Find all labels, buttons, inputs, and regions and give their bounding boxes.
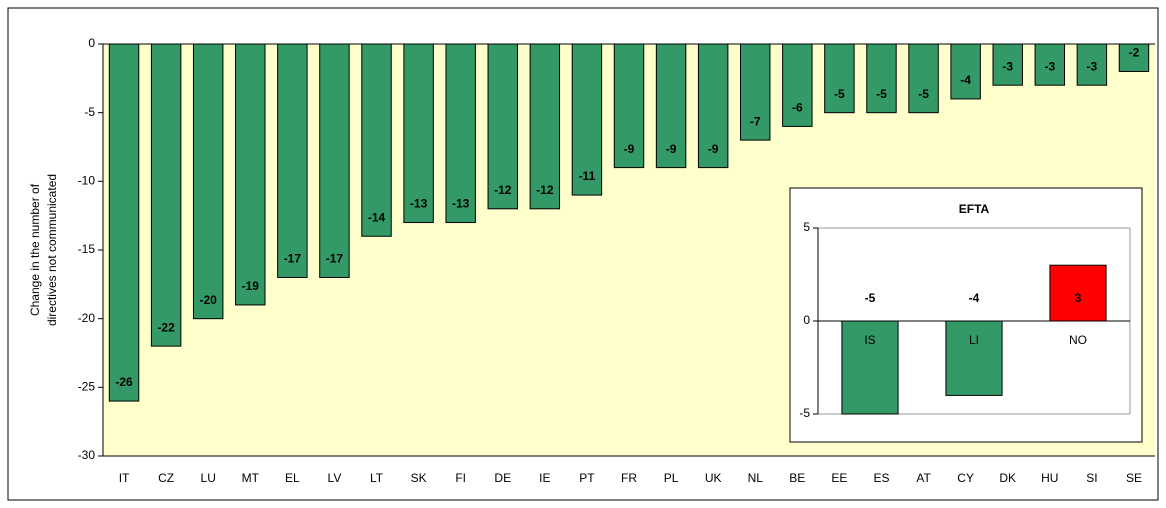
bar bbox=[192, 43, 224, 320]
x-tick-label: LI bbox=[969, 333, 979, 347]
data-label: -5 bbox=[834, 87, 845, 101]
data-label: -13 bbox=[452, 197, 470, 211]
data-label: -3 bbox=[1002, 59, 1013, 73]
bar bbox=[319, 43, 350, 278]
bar bbox=[1076, 43, 1108, 86]
bar bbox=[1034, 43, 1066, 86]
data-label: -3 bbox=[1044, 59, 1055, 73]
x-tick-label: NL bbox=[748, 471, 764, 485]
bar bbox=[361, 43, 392, 237]
x-tick-label: MT bbox=[242, 471, 260, 485]
data-label: -5 bbox=[918, 87, 929, 101]
data-label: -2 bbox=[1129, 46, 1140, 60]
data-label: -11 bbox=[579, 169, 596, 183]
y-axis-label: Change in the number of bbox=[28, 183, 42, 316]
bar bbox=[571, 43, 603, 196]
y-tick-label: -5 bbox=[84, 105, 95, 119]
bar bbox=[108, 43, 140, 402]
data-label: -17 bbox=[326, 252, 344, 266]
data-label: -19 bbox=[242, 279, 260, 293]
data-label: -5 bbox=[876, 87, 887, 101]
data-label: 3 bbox=[1075, 291, 1082, 305]
data-label: -12 bbox=[536, 183, 554, 197]
bar bbox=[529, 43, 561, 210]
x-tick-label: FR bbox=[621, 471, 637, 485]
x-tick-label: DE bbox=[494, 471, 511, 485]
bar bbox=[697, 43, 729, 169]
data-label: -22 bbox=[157, 320, 175, 334]
y-tick-label: 0 bbox=[88, 36, 95, 50]
data-label: -12 bbox=[494, 183, 512, 197]
bar bbox=[1118, 43, 1150, 72]
data-label: -14 bbox=[368, 210, 386, 224]
x-tick-label: IT bbox=[119, 471, 130, 485]
data-label: -6 bbox=[792, 101, 803, 115]
data-label: -26 bbox=[115, 375, 133, 389]
y-tick-label: -20 bbox=[78, 311, 96, 325]
y-tick-label: -30 bbox=[78, 448, 96, 462]
data-label: -4 bbox=[969, 291, 980, 305]
bar bbox=[945, 320, 1003, 396]
y-axis-label: directives not communicated bbox=[45, 174, 59, 326]
bar bbox=[1049, 264, 1107, 322]
bar bbox=[487, 43, 518, 210]
x-tick-label: FI bbox=[455, 471, 466, 485]
x-tick-label: PL bbox=[664, 471, 679, 485]
y-tick-label: 0 bbox=[803, 313, 810, 327]
y-tick-label: -5 bbox=[799, 406, 810, 420]
x-tick-label: UK bbox=[705, 471, 722, 485]
bar bbox=[824, 43, 855, 114]
data-label: -3 bbox=[1087, 59, 1098, 73]
x-tick-label: SK bbox=[411, 471, 427, 485]
data-label: -20 bbox=[200, 293, 218, 307]
y-tick-label: -25 bbox=[78, 380, 96, 394]
data-label: -5 bbox=[865, 291, 876, 305]
x-tick-label: SE bbox=[1126, 471, 1142, 485]
x-tick-label: CZ bbox=[158, 471, 174, 485]
bar bbox=[403, 43, 434, 224]
x-tick-label: LT bbox=[370, 471, 384, 485]
bar bbox=[655, 43, 687, 169]
data-label: -17 bbox=[284, 252, 302, 266]
bar bbox=[908, 43, 939, 114]
bar bbox=[950, 43, 981, 100]
data-label: -9 bbox=[708, 142, 719, 156]
x-tick-label: HU bbox=[1041, 471, 1058, 485]
data-label: -9 bbox=[624, 142, 635, 156]
bar bbox=[150, 43, 182, 347]
x-tick-label: EE bbox=[831, 471, 847, 485]
data-label: -7 bbox=[750, 114, 761, 128]
x-tick-label: LV bbox=[328, 471, 342, 485]
data-label: -4 bbox=[960, 73, 971, 87]
y-tick-label: -10 bbox=[78, 174, 96, 188]
x-tick-label: SI bbox=[1086, 471, 1097, 485]
data-label: -9 bbox=[666, 142, 677, 156]
bar bbox=[235, 43, 266, 306]
data-label: -13 bbox=[410, 197, 428, 211]
y-tick-label: -15 bbox=[78, 242, 96, 256]
bar bbox=[841, 320, 899, 415]
bar bbox=[445, 43, 476, 224]
x-tick-label: CY bbox=[957, 471, 974, 485]
chart-title: EFTA bbox=[959, 202, 990, 216]
x-tick-label: IS bbox=[864, 333, 875, 347]
inset-chart: 5 0 -5 EFTA -5 IS -4 LI 3 NO bbox=[799, 202, 1130, 420]
x-tick-label: NO bbox=[1069, 333, 1087, 347]
x-tick-label: LU bbox=[201, 471, 216, 485]
x-tick-label: BE bbox=[789, 471, 805, 485]
bar bbox=[277, 43, 308, 278]
x-tick-label: PT bbox=[579, 471, 595, 485]
x-tick-label: IE bbox=[539, 471, 550, 485]
bar bbox=[866, 43, 897, 114]
x-tick-label: ES bbox=[873, 471, 889, 485]
bar bbox=[782, 43, 813, 127]
y-tick-label: 5 bbox=[803, 220, 810, 234]
x-tick-label: EL bbox=[285, 471, 300, 485]
x-tick-label: AT bbox=[916, 471, 931, 485]
x-tick-label: DK bbox=[999, 471, 1016, 485]
